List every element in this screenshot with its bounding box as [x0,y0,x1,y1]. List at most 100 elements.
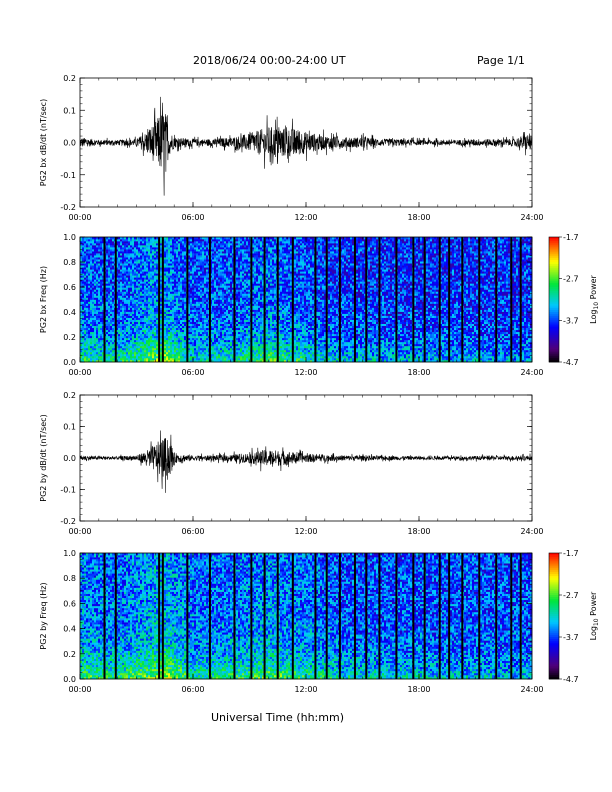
heatmap-cell [204,313,207,316]
heatmap-cell [84,257,87,260]
heatmap-cell [132,255,135,258]
heatmap-cell [160,355,163,359]
heatmap-cell [116,357,119,361]
heatmap-cell [94,279,97,282]
heatmap-cell [220,351,223,355]
heatmap-cell [198,347,201,351]
heatmap-cell [146,345,149,349]
heatmap-cell [226,285,229,288]
heatmap-cell [134,241,137,244]
heatmap-cell [110,331,113,335]
heatmap-cell [142,355,145,359]
heatmap-cell [146,247,149,250]
heatmap-cell [172,323,175,327]
heatmap-cell [102,317,105,320]
heatmap-cell [134,357,137,361]
heatmap-cell [156,241,159,244]
heatmap-cell [168,275,171,278]
heatmap-cell [160,263,163,266]
heatmap-cell [188,307,191,310]
heatmap-cell [94,273,97,276]
heatmap-cell [96,285,99,288]
heatmap-cell [180,275,183,278]
heatmap-cell [132,283,135,286]
heatmap-cell [230,313,233,316]
heatmap-cell [180,255,183,258]
heatmap-cell [172,313,175,316]
heatmap-cell [154,345,157,349]
heatmap-cell [204,295,207,298]
heatmap-cell [166,251,169,254]
heatmap-cell [150,349,153,353]
heatmap-cell [232,253,235,256]
heatmap-cell [118,331,121,335]
heatmap-cell [144,347,147,351]
heatmap-cell [94,307,97,310]
heatmap-cell [134,263,137,266]
heatmap-cell [168,333,171,337]
heatmap-cell [194,319,197,322]
heatmap-cell [134,305,137,308]
heatmap-cell [98,301,101,304]
heatmap-cell [92,237,95,240]
heatmap-cell [230,247,233,250]
heatmap-cell [232,267,235,270]
heatmap-cell [198,305,201,308]
heatmap-cell [116,319,119,322]
heatmap-cell [148,253,151,256]
heatmap-cell [94,287,97,290]
heatmap-cell [148,309,151,312]
y-axis-label: PG2 bx dB/dt (nT/sec) [39,99,48,186]
heatmap-cell [228,261,231,264]
heatmap-cell [112,307,115,310]
heatmap-cell [88,305,91,308]
heatmap-cell [134,307,137,310]
heatmap-cell [152,243,155,246]
heatmap-cell [124,319,127,322]
heatmap-cell [82,331,85,335]
heatmap-cell [116,303,119,306]
heatmap-cell [228,301,231,304]
heatmap-cell [150,259,153,262]
heatmap-cell [140,281,143,284]
heatmap-cell [202,271,205,274]
heatmap-cell [166,345,169,349]
heatmap-cell [204,349,207,353]
heatmap-cell [86,345,89,349]
heatmap-cell [156,279,159,282]
heatmap-cell [116,311,119,314]
heatmap-cell [188,275,191,278]
heatmap-cell [122,335,125,339]
heatmap-cell [172,355,175,359]
heatmap-cell [152,297,155,300]
heatmap-cell [224,331,227,335]
heatmap-cell [84,349,87,353]
heatmap-cell [130,329,133,333]
heatmap-cell [116,321,119,324]
heatmap-cell [174,303,177,306]
heatmap-cell [152,275,155,278]
heatmap-cell [134,341,137,345]
heatmap-cell [154,321,157,324]
heatmap-cell [118,243,121,246]
heatmap-cell [146,317,149,320]
heatmap-cell [226,349,229,353]
heatmap-cell [200,283,203,286]
heatmap-cell [156,341,159,345]
heatmap-cell [96,355,99,359]
heatmap-cell [196,315,199,318]
heatmap-cell [178,349,181,353]
heatmap-cell [198,243,201,246]
heatmap-cell [198,239,201,242]
heatmap-cell [212,271,215,274]
heatmap-cell [190,289,193,292]
heatmap-cell [196,279,199,282]
heatmap-cell [228,327,231,331]
heatmap-cell [142,259,145,262]
heatmap-cell [184,339,187,343]
heatmap-cell [88,323,91,327]
heatmap-cell [190,241,193,244]
heatmap-cell [222,333,225,337]
heatmap-cell [156,359,159,363]
heatmap-cell [120,357,123,361]
